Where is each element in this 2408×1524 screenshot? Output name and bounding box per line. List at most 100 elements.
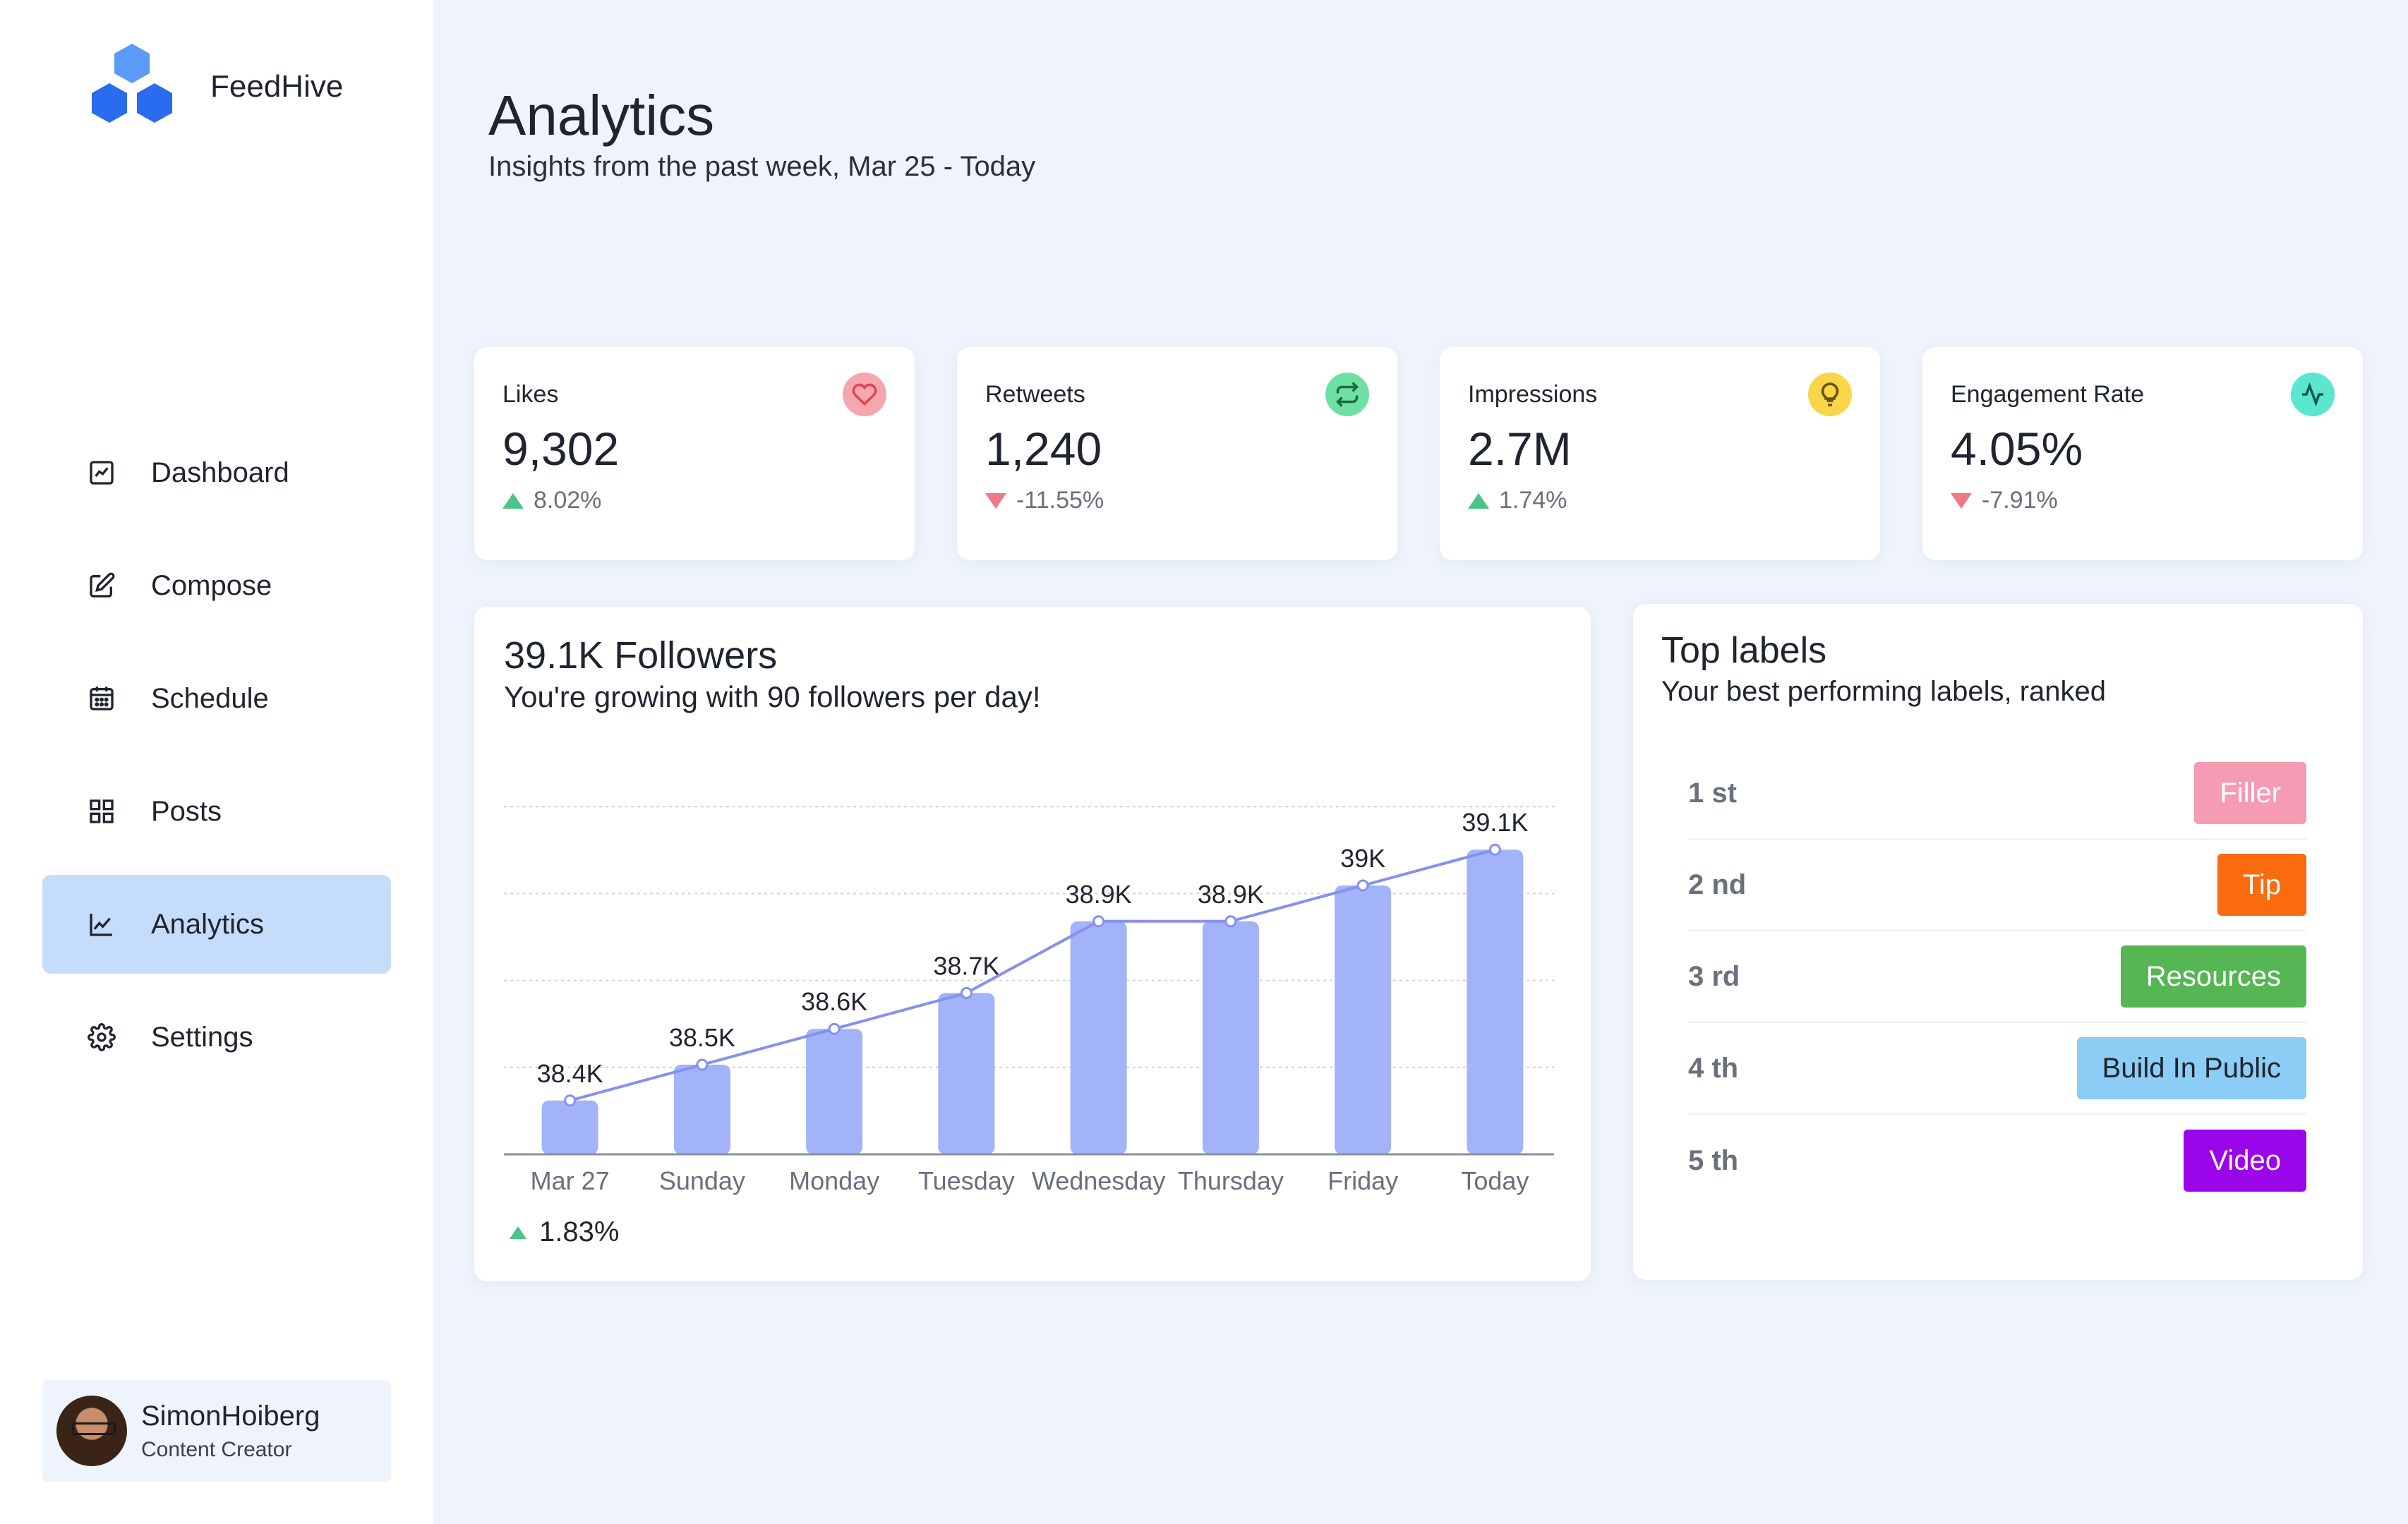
data-label: 38.9K: [1198, 880, 1264, 909]
main-nav: Dashboard Compose Schedule Posts Analyti…: [42, 423, 391, 1101]
label-row: 2 nd Tip: [1688, 840, 2306, 931]
retweet-icon: [1325, 373, 1369, 416]
label-tag-tip[interactable]: Tip: [2217, 854, 2306, 916]
followers-change: 1.83%: [510, 1216, 619, 1248]
data-point: [564, 1094, 577, 1107]
trend-down-icon: [985, 492, 1006, 509]
followers-subtitle: You're growing with 90 followers per day…: [504, 680, 1041, 713]
stat-card-retweets: Retweets 1,240 -11.55%: [957, 347, 1397, 560]
stat-change-value: -7.91%: [1982, 487, 2058, 514]
trend-line: [570, 848, 1495, 1102]
label-tag-build-in-public[interactable]: Build In Public: [2076, 1037, 2306, 1099]
label-tag-video[interactable]: Video: [2184, 1130, 2306, 1192]
stat-change: -7.91%: [1951, 487, 2058, 514]
x-tick-label: Mar 27: [531, 1166, 610, 1195]
nav-item-analytics[interactable]: Analytics: [42, 875, 391, 974]
data-point: [1092, 915, 1105, 928]
stat-value: 4.05%: [1951, 423, 2083, 475]
followers-card: 39.1K Followers You're growing with 90 f…: [474, 607, 1591, 1281]
x-tick-label: Today: [1461, 1166, 1529, 1195]
brand-name: FeedHive: [210, 69, 344, 104]
nav-label: Compose: [151, 569, 272, 601]
heart-icon: [843, 373, 886, 416]
x-tick-label: Thursday: [1178, 1166, 1284, 1195]
x-tick-label: Monday: [789, 1166, 879, 1195]
nav-item-settings[interactable]: Settings: [42, 988, 391, 1087]
data-point: [696, 1058, 709, 1071]
compose-icon: [86, 570, 117, 601]
chart-bar: [541, 1100, 598, 1154]
profile-role: Content Creator: [141, 1437, 292, 1461]
dashboard-icon: [86, 457, 117, 488]
chart-bar: [806, 1029, 863, 1154]
lightbulb-icon: [1808, 373, 1852, 416]
data-point: [960, 986, 973, 999]
data-point: [828, 1022, 841, 1035]
stat-card-engagement-rate: Engagement Rate 4.05% -7.91%: [1922, 347, 2363, 560]
page-title: Analytics: [488, 84, 715, 147]
stat-value: 1,240: [985, 423, 1102, 475]
nav-item-compose[interactable]: Compose: [42, 536, 391, 635]
sidebar: FeedHive Dashboard Compose Schedule Post…: [0, 0, 433, 1524]
nav-label: Schedule: [151, 682, 269, 714]
label-tag-resources[interactable]: Resources: [2120, 945, 2306, 1008]
followers-change-value: 1.83%: [539, 1216, 620, 1247]
stat-card-impressions: Impressions 2.7M 1.74%: [1440, 347, 1880, 560]
gear-icon: [86, 1022, 117, 1053]
data-label: 38.6K: [801, 987, 867, 1016]
stat-label: Engagement Rate: [1951, 381, 2145, 408]
nav-item-posts[interactable]: Posts: [42, 762, 391, 861]
nav-item-dashboard[interactable]: Dashboard: [42, 423, 391, 522]
data-label: 38.4K: [537, 1059, 603, 1088]
chart-bar: [1335, 885, 1392, 1154]
chart-icon: [86, 909, 117, 940]
label-rank: 3 rd: [1688, 960, 1740, 992]
x-tick-label: Wednesday: [1032, 1166, 1165, 1195]
page-subtitle: Insights from the past week, Mar 25 - To…: [488, 151, 1036, 182]
x-tick-label: Friday: [1328, 1166, 1398, 1195]
label-row: 5 th Video: [1688, 1115, 2306, 1206]
nav-item-schedule[interactable]: Schedule: [42, 649, 391, 748]
stat-change-value: 1.74%: [1499, 487, 1567, 514]
top-labels-title: Top labels: [1661, 630, 1827, 671]
label-rank: 4 th: [1688, 1052, 1739, 1084]
top-labels-subtitle: Your best performing labels, ranked: [1661, 676, 2106, 707]
nav-label: Settings: [151, 1021, 253, 1053]
chart-bar: [1202, 921, 1259, 1154]
nav-label: Posts: [151, 795, 222, 827]
x-tick-label: Tuesday: [918, 1166, 1015, 1195]
chart-bar: [673, 1065, 730, 1154]
label-row: 3 rd Resources: [1688, 931, 2306, 1023]
top-labels-list: 1 st Filler 2 nd Tip 3 rd Resources 4 th…: [1688, 748, 2306, 1206]
followers-title: 39.1K Followers: [504, 634, 778, 677]
data-label: 38.7K: [933, 951, 999, 980]
grid-icon: [86, 796, 117, 827]
label-row: 4 th Build In Public: [1688, 1023, 2306, 1115]
user-profile[interactable]: SimonHoiberg Content Creator: [42, 1380, 391, 1482]
data-point: [1224, 915, 1237, 928]
hexagon-logo-icon: [86, 42, 178, 131]
nav-label: Analytics: [151, 908, 265, 940]
stat-change-value: 8.02%: [534, 487, 602, 514]
chart-bar: [938, 993, 995, 1154]
data-label: 39.1K: [1462, 808, 1528, 837]
calendar-icon: [86, 683, 117, 714]
data-point: [1488, 843, 1501, 856]
data-label: 38.9K: [1066, 880, 1132, 909]
data-label: 39K: [1340, 844, 1385, 873]
activity-icon: [2291, 373, 2335, 416]
brand-logo[interactable]: FeedHive: [86, 42, 343, 131]
stat-label: Likes: [502, 381, 559, 408]
label-tag-filler[interactable]: Filler: [2194, 762, 2306, 824]
trend-up-icon: [502, 492, 524, 509]
top-labels-card: Top labels Your best performing labels, …: [1633, 604, 2363, 1280]
label-row: 1 st Filler: [1688, 748, 2306, 840]
avatar: [56, 1396, 127, 1466]
trend-up-icon: [510, 1226, 526, 1239]
stat-change-value: -11.55%: [1016, 487, 1104, 514]
stat-change: -11.55%: [985, 487, 1104, 514]
label-rank: 5 th: [1688, 1144, 1739, 1176]
chart-bar: [1467, 849, 1524, 1154]
trend-up-icon: [1468, 492, 1489, 509]
data-point: [1356, 879, 1369, 892]
